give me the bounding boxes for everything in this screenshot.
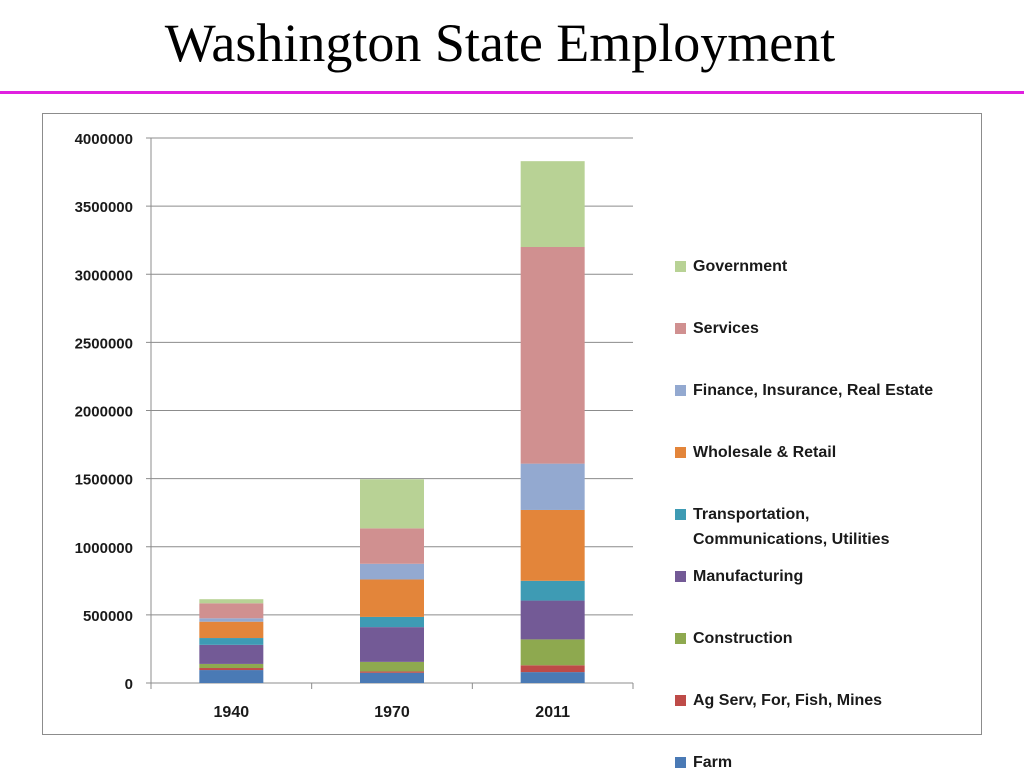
y-tick-label: 0 xyxy=(125,676,133,693)
bar-segment-2011-8 xyxy=(520,161,585,247)
legend-swatch xyxy=(675,447,686,458)
bar-segment-1940-7 xyxy=(199,603,264,619)
y-tick-label: 3000000 xyxy=(75,267,133,284)
legend-item: Government xyxy=(675,254,787,279)
legend-label: Construction xyxy=(693,630,793,647)
legend-label: Government xyxy=(693,258,788,275)
legend-swatch xyxy=(675,571,686,582)
bar-segment-1940-6 xyxy=(199,618,264,622)
legend-swatch xyxy=(675,633,686,644)
bar-segment-2011-4 xyxy=(520,580,585,601)
bar-segment-1940-1 xyxy=(199,668,264,671)
bar-segment-2011-7 xyxy=(520,247,585,464)
bar-segment-2011-2 xyxy=(520,639,585,666)
legend-item: Ag Serv, For, Fish, Mines xyxy=(675,688,882,713)
legend-swatch xyxy=(675,695,686,706)
x-tick-label: 1940 xyxy=(214,704,250,721)
legend-item: Wholesale & Retail xyxy=(675,440,836,465)
bar-segment-2011-6 xyxy=(520,463,585,510)
bar-segment-1970-6 xyxy=(360,563,424,580)
y-tick-label: 4000000 xyxy=(75,131,133,148)
bar-segment-1970-0 xyxy=(360,672,424,683)
legend-item: Finance, Insurance, Real Estate xyxy=(675,378,933,403)
bar-segment-2011-5 xyxy=(520,509,585,581)
bar-segment-2011-1 xyxy=(520,665,585,673)
bar-segment-1970-7 xyxy=(360,528,424,564)
bar-segment-1970-8 xyxy=(360,479,424,529)
bar-segment-1940-5 xyxy=(199,621,264,639)
y-tick-label: 500000 xyxy=(83,608,133,625)
bar-segment-1970-1 xyxy=(360,671,424,673)
bar-segment-1940-4 xyxy=(199,638,264,645)
page-title: Washington State Employment xyxy=(164,13,836,73)
legend-swatch xyxy=(675,509,686,520)
legend-label: Wholesale & Retail xyxy=(693,444,837,461)
legend-label: Transportation, Communications, Utilitie… xyxy=(693,506,890,548)
y-tick-label: 1000000 xyxy=(75,540,133,557)
bar-segment-1970-5 xyxy=(360,579,424,617)
legend-item: Farm xyxy=(675,750,732,775)
legend-item: Manufacturing xyxy=(675,564,803,589)
legend-swatch xyxy=(675,261,686,272)
bar-segment-1940-3 xyxy=(199,644,264,664)
legend-label: Services xyxy=(693,320,759,337)
legend-item: Transportation, Communications, Utilitie… xyxy=(675,502,889,552)
bar-segment-1970-2 xyxy=(360,661,424,672)
bar-segment-1970-3 xyxy=(360,627,424,662)
legend-swatch xyxy=(675,323,686,334)
legend-label: Finance, Insurance, Real Estate xyxy=(693,382,934,399)
x-tick-label: 2011 xyxy=(535,704,570,721)
y-tick-label: 1500000 xyxy=(75,472,133,489)
bar-segment-2011-3 xyxy=(520,600,585,640)
legend-label: Manufacturing xyxy=(693,568,804,585)
legend-label: Farm xyxy=(693,754,733,771)
bar-segment-1970-4 xyxy=(360,616,424,628)
chart-frame: 0 500000 1000000 1500000 2000000 2500000 30000… xyxy=(42,113,982,771)
legend-item: Construction xyxy=(675,626,793,651)
legend-label: Ag Serv, For, Fish, Mines xyxy=(693,692,883,709)
legend-swatch xyxy=(675,385,686,396)
y-tick-label: 2000000 xyxy=(75,404,133,421)
stacked-bar-chart: 0 500000 1000000 1500000 2000000 2500000 30000… xyxy=(75,131,634,721)
x-tick-label: 1970 xyxy=(374,704,410,721)
bar-segment-1940-2 xyxy=(199,663,264,669)
y-tick-label: 2500000 xyxy=(75,335,133,352)
bar-segment-1940-8 xyxy=(199,599,264,604)
bar-segment-2011-0 xyxy=(520,672,585,683)
title-divider xyxy=(0,91,1024,94)
legend-swatch xyxy=(675,757,686,768)
legend-item: Services xyxy=(675,316,759,341)
y-tick-label: 3500000 xyxy=(75,199,133,216)
bar-segment-1940-0 xyxy=(199,670,264,683)
